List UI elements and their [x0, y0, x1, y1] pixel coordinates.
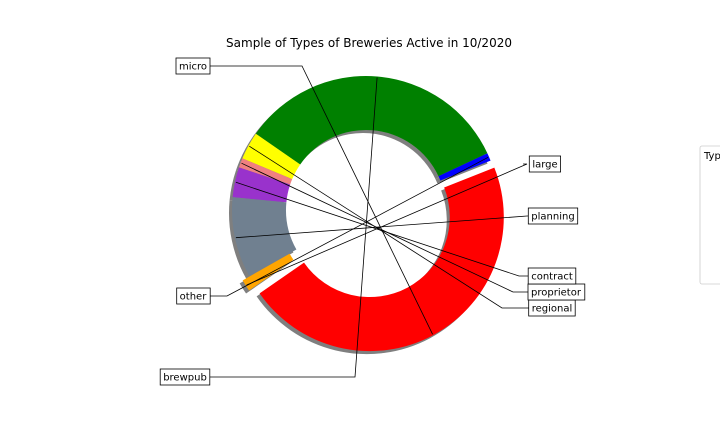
slice-label-box-contract: [527, 267, 577, 285]
slice-contract: [232, 167, 291, 203]
leader-line-large: [246, 163, 528, 286]
slice-label-box-planning: [527, 207, 579, 225]
slice-label-box-micro: [175, 57, 211, 75]
slice-label-text-micro: micro: [179, 62, 207, 73]
slice-brewpub: [255, 76, 488, 177]
slice-micro: [259, 167, 504, 352]
chart-title: Sample of Types of Breweries Active in 1…: [226, 36, 512, 50]
slice-label-text-proprietor: proprietor: [531, 288, 582, 299]
slice-label-text-contract: contract: [531, 272, 573, 283]
legend: Typ: [699, 145, 720, 285]
leader-line-contract: [235, 181, 530, 277]
slice-label-proprietor: proprietor: [527, 283, 586, 301]
donut-slices: [231, 76, 504, 352]
leader-line-regional: [249, 145, 530, 309]
slice-label-regional: regional: [528, 299, 576, 317]
slice-label-text-planning: planning: [531, 212, 574, 223]
slice-label-other: other: [176, 287, 211, 305]
slice-label-box-other: [176, 287, 211, 305]
slice-label-micro: micro: [175, 57, 211, 75]
slice-label-box-brewpub: [159, 368, 211, 386]
slice-regional: [242, 133, 301, 180]
leader-line-other: [209, 156, 489, 297]
leader-line-brewpub: [201, 77, 378, 378]
slice-other: [438, 153, 491, 181]
leader-line-proprietor: [241, 162, 534, 293]
slice-label-box-large: [528, 155, 561, 173]
slice-label-planning: planning: [527, 207, 579, 225]
slice-label-text-large: large: [532, 160, 557, 171]
slice-label-brewpub: brewpub: [159, 368, 211, 386]
slice-label-contract: contract: [527, 267, 577, 285]
slice-label-text-brewpub: brewpub: [163, 373, 207, 384]
slice-label-text-regional: regional: [532, 304, 573, 315]
slice-label-large: large: [528, 155, 561, 173]
slice-labels: micro other brewpub regional proprietor contr…: [159, 57, 586, 386]
legend-title: Typ: [703, 151, 720, 162]
slice-proprietor: [238, 158, 293, 185]
legend-frame: [699, 145, 720, 285]
leader-line-micro: [209, 65, 433, 335]
slice-label-text-other: other: [180, 292, 208, 303]
slice-planning: [231, 197, 297, 277]
